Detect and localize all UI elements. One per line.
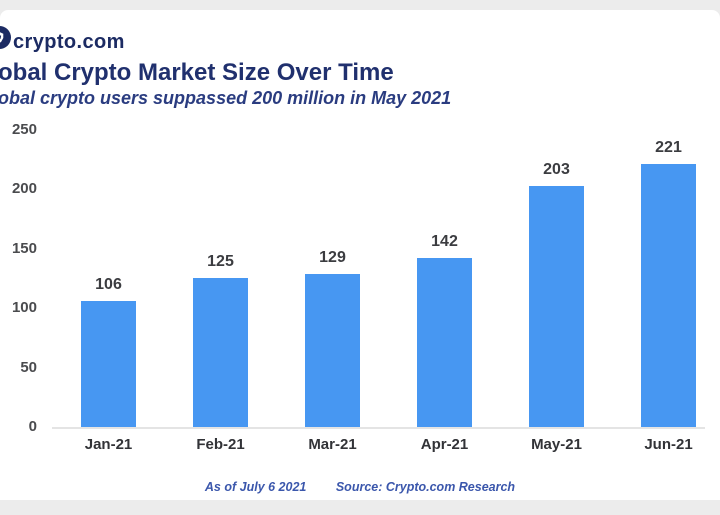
source-credit: Source: Crypto.com Research bbox=[335, 480, 516, 494]
chart-card: crypto.com obal Crypto Market Size Over … bbox=[0, 10, 720, 500]
bar-mar-21 bbox=[305, 274, 360, 427]
bar-value-label: 221 bbox=[655, 139, 682, 156]
y-axis-tick: 50 bbox=[20, 358, 37, 376]
x-axis-label: May-21 bbox=[531, 436, 582, 453]
y-axis-tick: 100 bbox=[11, 299, 37, 317]
bar-chart: 0 50 100 150 200 250 106 Jan-21 125 Feb-21 129 Mar-… bbox=[0, 10, 720, 500]
x-axis-line bbox=[52, 427, 705, 429]
bar-value-label: 106 bbox=[95, 276, 122, 293]
x-axis-label: Apr-21 bbox=[420, 436, 469, 453]
x-axis-label: Jan-21 bbox=[84, 436, 133, 453]
x-axis-label: Jun-21 bbox=[644, 436, 693, 453]
lion-glyph bbox=[0, 32, 4, 43]
bar-value-label: 203 bbox=[543, 161, 570, 178]
bar-value-label: 129 bbox=[319, 249, 346, 266]
brand-wordmark: crypto.com bbox=[13, 31, 125, 53]
bar-value-label: 125 bbox=[207, 253, 234, 270]
chart-title: obal Crypto Market Size Over Time bbox=[0, 59, 394, 86]
bar-feb-21 bbox=[193, 278, 248, 427]
y-axis-tick: 250 bbox=[11, 121, 37, 138]
bar-jun-21 bbox=[641, 164, 696, 427]
bar-jan-21 bbox=[81, 301, 136, 427]
chart-footer: As of July 6 2021 Source: Crypto.com Res… bbox=[0, 480, 720, 494]
chart-subtitle: obal crypto users suppassed 200 million … bbox=[0, 88, 452, 108]
as-of-date: As of July 6 2021 bbox=[204, 480, 307, 494]
bar-apr-21 bbox=[417, 258, 472, 427]
bar-may-21 bbox=[529, 186, 584, 427]
crypto-com-lion-icon bbox=[0, 26, 11, 49]
y-axis-tick: 150 bbox=[11, 239, 37, 257]
x-axis-label: Mar-21 bbox=[308, 436, 357, 453]
bar-value-label: 142 bbox=[431, 233, 458, 250]
y-axis-tick: 200 bbox=[11, 180, 37, 198]
x-axis-label: Feb-21 bbox=[196, 436, 245, 453]
y-axis-tick: 0 bbox=[28, 418, 37, 435]
